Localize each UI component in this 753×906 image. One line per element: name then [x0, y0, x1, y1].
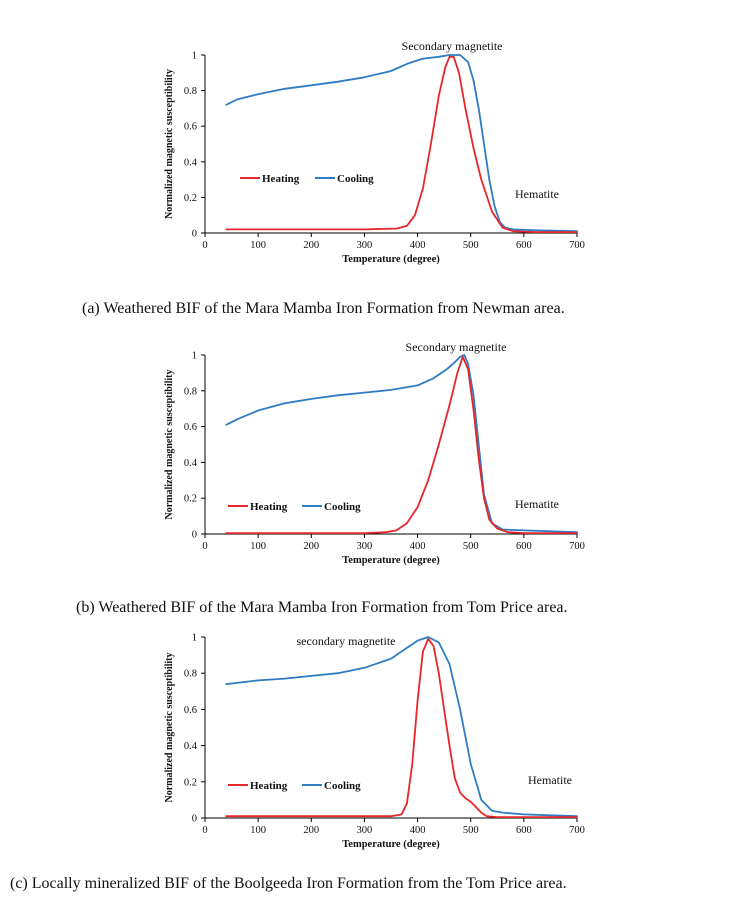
x-tick-label: 100 [250, 825, 266, 836]
y-tick-label: 0 [192, 229, 197, 240]
annotation-secondary-magnetite: Secondary magnetite [402, 39, 503, 53]
chart-panel-c: 0 0.2 0.4 0.6 0.8 1 0 100 200 300 400 500 600 700 Temp… [10, 633, 585, 893]
x-tick-label: 100 [250, 240, 266, 251]
x-tick-label: 400 [410, 541, 426, 552]
x-tick-label: 300 [357, 240, 373, 251]
y-tick-label: 1 [192, 51, 197, 62]
y-tick-label: 0.2 [184, 777, 197, 788]
legend-label-cooling: Cooling [337, 173, 374, 185]
figure-caption-a: (a) Weathered BIF of the Mara Mamba Iron… [82, 300, 565, 317]
y-tick-label: 0.8 [184, 386, 197, 397]
x-axis-title: Temperature (degree) [342, 839, 440, 850]
chart-panel-b: 0 0.2 0.4 0.6 0.8 1 0 100 200 300 400 500 600 700 Temp… [76, 340, 585, 616]
legend-label-cooling: Cooling [324, 780, 361, 792]
y-tick-label: 0 [192, 530, 197, 541]
y-tick-label: 0.4 [184, 741, 198, 752]
y-tick-label: 0.4 [184, 458, 198, 469]
annotation-hematite: Hematite [515, 497, 559, 511]
x-tick-label: 700 [569, 541, 585, 552]
x-tick-label: 200 [303, 240, 319, 251]
x-tick-label: 700 [569, 240, 585, 251]
x-tick-label: 500 [463, 541, 479, 552]
series-line-heating [225, 637, 578, 818]
y-axis-title: Normalized magnetic susceptibility [164, 69, 175, 219]
x-tick-label: 400 [410, 240, 426, 251]
figure-caption-c: (c) Locally mineralized BIF of the Boolg… [10, 875, 567, 892]
x-tick-label: 600 [516, 541, 532, 552]
x-tick-label: 0 [202, 825, 207, 836]
y-axis-title: Normalized magnetic susceptibility [164, 653, 175, 803]
series-line-cooling [225, 636, 578, 818]
legend-label-heating: Heating [250, 780, 288, 792]
y-tick-label: 0.8 [184, 86, 197, 97]
series-line-cooling [225, 354, 578, 534]
y-tick-label: 0.8 [184, 669, 197, 680]
legend-label-heating: Heating [250, 501, 288, 513]
figure-caption-b: (b) Weathered BIF of the Mara Mamba Iron… [76, 599, 568, 616]
x-axis-title: Temperature (degree) [342, 555, 440, 566]
x-tick-label: 200 [303, 825, 319, 836]
x-tick-label: 300 [357, 825, 373, 836]
x-tick-label: 600 [516, 825, 532, 836]
y-tick-label: 0.6 [184, 422, 197, 433]
y-tick-label: 1 [192, 351, 197, 362]
x-tick-label: 400 [410, 825, 426, 836]
y-tick-label: 0 [192, 814, 197, 825]
y-tick-label: 0.4 [184, 157, 198, 168]
legend-label-cooling: Cooling [324, 501, 361, 513]
annotation-hematite: Hematite [528, 773, 572, 787]
x-tick-label: 100 [250, 541, 266, 552]
x-tick-label: 300 [357, 541, 373, 552]
x-tick-label: 500 [463, 825, 479, 836]
x-tick-label: 0 [202, 541, 207, 552]
series-line-heating [225, 355, 578, 534]
x-tick-label: 0 [202, 240, 207, 251]
y-tick-label: 0.2 [184, 193, 197, 204]
chart-panel-a: 0 0.2 0.4 0.6 0.8 1 0 100 200 300 400 500 600 700 Temp… [82, 39, 585, 317]
annotation-hematite: Hematite [515, 187, 559, 201]
y-tick-label: 0.6 [184, 705, 197, 716]
legend-label-heating: Heating [262, 173, 300, 185]
annotation-secondary-magnetite: secondary magnetite [297, 634, 396, 648]
y-tick-label: 0.6 [184, 122, 197, 133]
x-tick-label: 700 [569, 825, 585, 836]
series-line-cooling [225, 54, 578, 233]
x-tick-label: 600 [516, 240, 532, 251]
x-tick-label: 200 [303, 541, 319, 552]
x-axis-title: Temperature (degree) [342, 254, 440, 265]
x-tick-label: 500 [463, 240, 479, 251]
annotation-secondary-magnetite: Secondary magnetite [406, 340, 507, 354]
series-line-heating [225, 55, 578, 234]
y-axis-title: Normalized magnetic susceptibility [164, 370, 175, 520]
y-tick-label: 0.2 [184, 494, 197, 505]
y-tick-label: 1 [192, 633, 197, 644]
